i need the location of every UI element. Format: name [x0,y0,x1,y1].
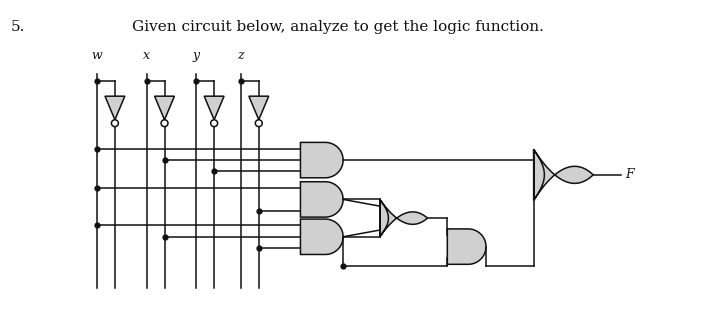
Text: F: F [625,168,633,181]
Text: y: y [192,49,200,62]
Polygon shape [154,96,174,120]
Polygon shape [447,229,486,264]
Text: z: z [238,49,244,62]
Polygon shape [300,142,343,178]
Polygon shape [533,149,593,200]
Circle shape [111,120,118,127]
Polygon shape [249,96,269,120]
Circle shape [210,120,218,127]
Circle shape [161,120,168,127]
Circle shape [256,120,262,127]
Polygon shape [300,182,343,217]
Polygon shape [300,219,343,255]
Text: w: w [92,49,103,62]
Text: 5.: 5. [11,21,25,34]
Polygon shape [105,96,125,120]
Text: x: x [143,49,150,62]
Text: Given circuit below, analyze to get the logic function.: Given circuit below, analyze to get the … [132,21,544,34]
Polygon shape [204,96,224,120]
Polygon shape [380,199,427,237]
